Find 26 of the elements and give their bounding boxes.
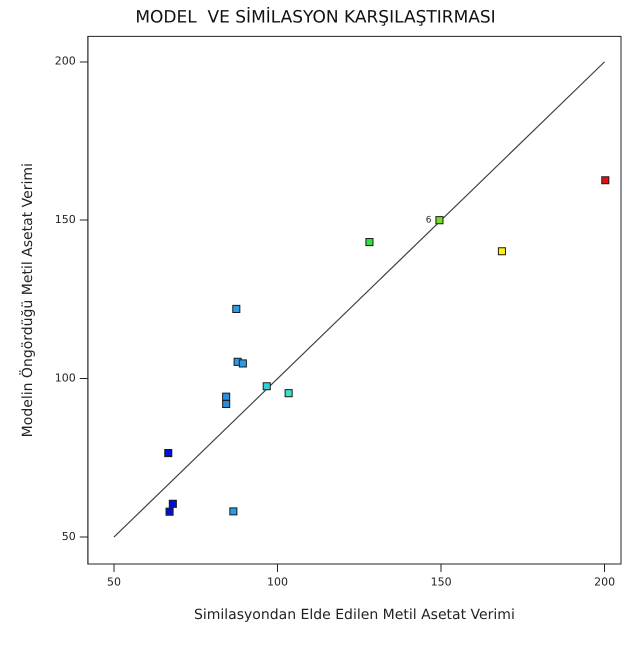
point <box>222 400 230 408</box>
point <box>498 247 506 256</box>
point <box>232 304 240 313</box>
point <box>166 508 174 516</box>
chart-title: MODEL VE SİMİLASYON KARŞILAŞTIRMASI <box>135 6 496 28</box>
point <box>435 216 444 224</box>
point <box>262 382 271 390</box>
y-tick-label: 150 <box>54 213 76 226</box>
point <box>164 449 172 458</box>
y-tick-label: 200 <box>54 54 76 68</box>
point <box>222 392 230 401</box>
x-axis-title: Similasyondan Elde Edilen Metil Asetat Verimi <box>194 607 515 624</box>
y-tick-label: 50 <box>62 530 76 543</box>
x-tick-label: 150 <box>430 575 452 588</box>
y-axis-title: Modelin Öngördüğü Metil Asetat Verimi <box>19 163 36 438</box>
x-tick-label: 50 <box>106 575 121 588</box>
point <box>365 238 374 246</box>
point <box>601 176 610 184</box>
point <box>238 359 247 368</box>
point <box>284 389 293 398</box>
x-tick-label: 100 <box>267 575 288 588</box>
point <box>168 500 177 508</box>
y-tick-label: 100 <box>54 371 76 384</box>
point <box>229 507 238 516</box>
annotation: 6 <box>426 216 432 226</box>
x-tick-label: 200 <box>594 575 616 588</box>
